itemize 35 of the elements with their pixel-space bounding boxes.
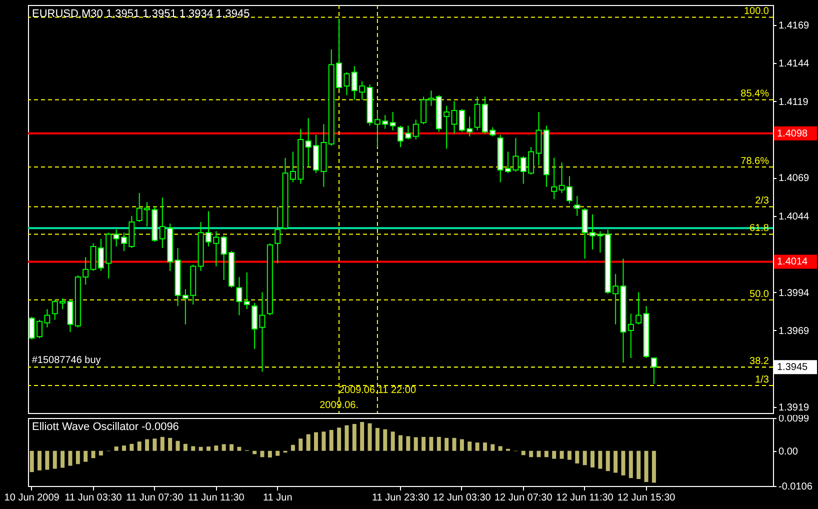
x-tick-label: 11 Jun 07:30 xyxy=(126,492,184,504)
ref-line-label: 1.4098 xyxy=(777,128,808,140)
y-tick-label: 1.4144 xyxy=(778,58,810,70)
x-tick-label: 12 Jun 15:30 xyxy=(617,492,676,504)
ref-line-label: 1.3945 xyxy=(777,362,808,374)
annotation: 1/3 xyxy=(755,374,770,386)
y-tick-label: 1.4119 xyxy=(778,96,809,108)
annotation: 85.4% xyxy=(740,88,770,100)
x-tick-label: 11 Jun 11:30 xyxy=(188,492,245,504)
annotation: 2/3 xyxy=(755,196,770,207)
x-tick-label: 11 Jun 03:30 xyxy=(64,492,122,504)
annotation: 100.0 xyxy=(744,6,770,18)
annotation: 78.6% xyxy=(740,156,770,167)
y-tick-label: -0.0106 xyxy=(778,482,813,492)
y-tick-label: 1.4044 xyxy=(778,211,810,222)
ref-line-label: 2009.06.11 22:00 xyxy=(338,385,416,396)
x-tick-label: 11 Jun 23:30 xyxy=(372,492,430,504)
y-tick-label: 1.3994 xyxy=(778,288,810,299)
y-tick-label: 1.3969 xyxy=(778,326,810,337)
ref-line-label: 2009.06. xyxy=(320,400,359,411)
chart-title: Elliott Wave Oscillator -0.0096 xyxy=(32,421,179,433)
x-tick-label: 12 Jun 03:30 xyxy=(433,492,492,504)
chart-title: EURUSD,M30 1.3951 1.3951 1.3934 1.3945 xyxy=(32,8,250,20)
y-tick-label: 1.4069 xyxy=(778,173,810,184)
y-tick-label: 1.3919 xyxy=(778,402,810,414)
annotation: 38.2 xyxy=(750,356,770,368)
x-tick-label: 10 Jun 2009 xyxy=(4,492,60,504)
x-tick-label: 12 Jun 07:30 xyxy=(494,492,553,504)
x-tick-label: 11 Jun xyxy=(262,492,292,504)
annotation: #15087746 buy xyxy=(32,355,101,366)
x-tick-label: 12 Jun 11:30 xyxy=(556,492,614,504)
y-tick-label: 1.4169 xyxy=(778,20,810,32)
y-tick-label: 0.00 xyxy=(778,446,798,458)
ref-line-label: 1.4014 xyxy=(777,256,808,268)
annotation: 50.0 xyxy=(750,288,770,300)
